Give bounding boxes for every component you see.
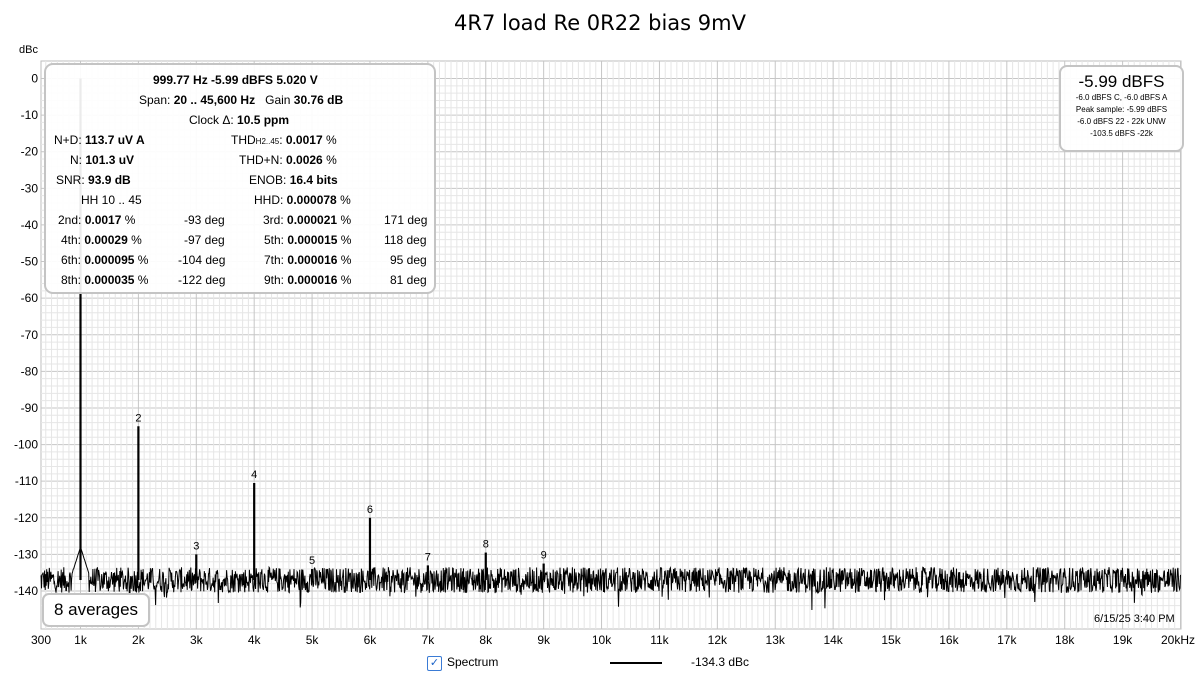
harmonic-label: 6 <box>367 504 373 516</box>
harmonic-label: 7 <box>425 551 431 563</box>
tick-labels: 300 1k 2k 3k 4k 5k 6k 7k 8k 9k 10k 11k 12k 13k 14k 15k 1… <box>14 72 1195 648</box>
y-tick-label: -110 <box>15 474 38 488</box>
hhd-row: HHD: 0.000078 % <box>254 193 351 207</box>
fundamental-readout: 999.77 Hz -5.99 dBFS 5.020 V <box>153 73 318 87</box>
x-tick-label: 14k <box>823 633 843 647</box>
measurement-panel: 999.77 Hz -5.99 dBFS 5.020 V Span: 20 ..… <box>44 63 436 294</box>
x-tick-label: 20kHz <box>1161 633 1195 647</box>
y-tick-label: -60 <box>21 291 39 305</box>
clock-row: Clock Δ: 10.5 ppm <box>189 113 290 127</box>
y-tick-label: -50 <box>21 255 39 269</box>
span-gain-row: Span: 20 .. 45,600 Hz Gain 30.76 dB <box>139 93 344 107</box>
y-tick-label: -10 <box>21 108 39 122</box>
harmonic-label: 3 <box>193 540 199 552</box>
snr-row: SNR: 93.9 dB <box>56 173 131 187</box>
x-tick-label: 12k <box>708 633 728 647</box>
harmonic-labels: 2 3 4 5 6 7 8 9 <box>135 412 546 567</box>
y-tick-label: -20 <box>21 145 39 159</box>
x-tick-label: 8k <box>479 633 493 647</box>
harmonic-row: 4th: 0.00029 % <box>61 233 142 247</box>
spectrum-checkbox[interactable]: ✓ <box>427 656 442 671</box>
level-panel: -5.99 dBFS -6.0 dBFS C, -6.0 dBFS A Peak… <box>1059 65 1184 152</box>
harmonic-row: 6th: 0.000095 % <box>61 253 149 267</box>
enob-row: ENOB: 16.4 bits <box>249 173 338 187</box>
harmonic-phase: 118 deg <box>384 233 427 247</box>
harmonic-phase: 171 deg <box>384 213 428 227</box>
spectrum-trace <box>40 546 1181 611</box>
x-tick-label: 19k <box>1113 633 1133 647</box>
y-tick-label: -80 <box>21 364 39 378</box>
harmonic-phase: -104 deg <box>178 253 226 267</box>
y-tick-label: -140 <box>14 584 38 598</box>
x-tick-label: 10k <box>592 633 612 647</box>
level-detail: Peak sample: -5.99 dBFS <box>1075 105 1168 114</box>
harmonic-row: 2nd: 0.0017 % <box>58 213 136 227</box>
harmonic-phase: -97 deg <box>184 233 225 247</box>
legend-series-label: Spectrum <box>447 655 499 669</box>
x-tick-label: 2k <box>132 633 146 647</box>
harmonic-phase: 95 deg <box>390 253 427 267</box>
harmonic-row: 8th: 0.000035 % <box>61 273 149 287</box>
y-tick-label: -40 <box>21 218 39 232</box>
y-axis-label: dBc <box>19 44 38 56</box>
thdn-row: THD+N: 0.0026 % <box>239 153 337 167</box>
level-detail: -6.0 dBFS 22 - 22k UNW <box>1077 117 1166 126</box>
averages-badge: 8 averages <box>42 593 150 627</box>
legend-readout: -134.3 dBc <box>691 655 750 669</box>
x-tick-label: 15k <box>881 633 901 647</box>
level-main: -5.99 dBFS <box>1078 72 1165 91</box>
harmonic-label: 8 <box>483 539 489 551</box>
x-tick-label: 3k <box>190 633 204 647</box>
x-tick-label: 11k <box>650 633 669 647</box>
timestamp: 6/15/25 3:40 PM <box>1094 613 1175 625</box>
harmonic-label: 5 <box>309 555 315 567</box>
x-tick-label: 9k <box>537 633 551 647</box>
y-tick-label: -30 <box>21 181 39 195</box>
harmonic-row: 9th: 0.000016 % <box>264 273 352 287</box>
x-tick-label: 7k <box>422 633 436 647</box>
nd-row: N+D: 113.7 uV A <box>54 133 145 147</box>
x-tick-label: 5k <box>306 633 320 647</box>
y-tick-label: -90 <box>21 401 39 415</box>
harmonic-row: 3rd: 0.000021 % <box>263 213 352 227</box>
x-tick-label: 300 <box>31 633 51 647</box>
x-tick-label: 13k <box>766 633 786 647</box>
thd-row: THDH2..45: 0.0017 % <box>231 133 337 147</box>
level-detail: -103.5 dBFS -22k <box>1090 129 1153 138</box>
harmonic-label: 2 <box>135 412 141 424</box>
harmonic-row: 7th: 0.000016 % <box>264 253 352 267</box>
x-tick-label: 4k <box>248 633 262 647</box>
y-tick-label: -130 <box>14 547 38 561</box>
harmonic-phase: -93 deg <box>184 213 225 227</box>
hh-range: HH 10 .. 45 <box>81 193 142 207</box>
x-tick-label: 18k <box>1055 633 1075 647</box>
harmonic-row: 5th: 0.000015 % <box>264 233 352 247</box>
x-tick-label: 16k <box>939 633 959 647</box>
harmonic-phase: -122 deg <box>178 273 226 287</box>
y-tick-label: -70 <box>21 328 39 342</box>
x-tick-label: 1k <box>74 633 88 647</box>
y-tick-label: -120 <box>14 511 38 525</box>
level-detail: -6.0 dBFS C, -6.0 dBFS A <box>1075 93 1168 102</box>
x-tick-label: 6k <box>364 633 378 647</box>
noise-floor-path <box>40 546 1181 611</box>
harmonic-label: 4 <box>251 469 257 481</box>
harmonic-label: 9 <box>541 550 547 562</box>
y-tick-label: 0 <box>31 72 38 86</box>
y-tick-label: -100 <box>14 438 38 452</box>
harmonic-phase: 81 deg <box>390 273 427 287</box>
x-tick-label: 17k <box>997 633 1017 647</box>
chart-title: 4R7 load Re 0R22 bias 9mV <box>454 11 747 35</box>
fundamental-value: 999.77 Hz -5.99 dBFS 5.020 V <box>153 73 318 87</box>
n-row: N: 101.3 uV <box>70 153 135 167</box>
